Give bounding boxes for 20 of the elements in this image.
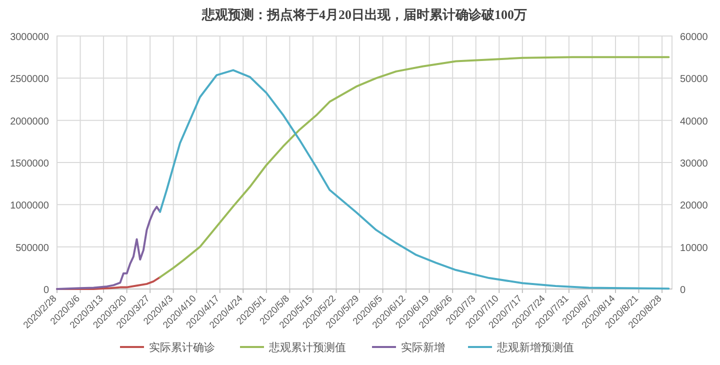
y-tick-label: 0 [43,285,50,296]
y2-tick-label: 20000 [680,200,708,212]
y2-tick-label: 10000 [680,242,708,254]
chart-title: 悲观预测：拐点将于4月20日出现，届时累计确诊破100万 [201,7,527,22]
y2-tick-label: 40000 [680,116,708,128]
legend-label: 悲观新增预测值 [496,341,574,354]
y2-tick-label: 0 [680,285,686,296]
y-tick-label: 1500000 [10,158,50,170]
y-tick-label: 3000000 [10,32,50,43]
line-series [56,206,162,290]
y2-tick-label: 30000 [680,158,708,170]
y-tick-label: 2500000 [10,74,50,86]
legend-label: 悲观累计预测值 [268,341,346,354]
legend-label: 实际累计确诊 [149,341,215,354]
y-tick-label: 500000 [16,242,50,254]
y-tick-label: 2000000 [10,116,50,128]
legend-label: 实际新增 [401,341,445,354]
y-tick-label: 1000000 [10,200,50,212]
y2-tick-label: 60000 [680,32,708,43]
y2-tick-label: 50000 [680,74,708,86]
